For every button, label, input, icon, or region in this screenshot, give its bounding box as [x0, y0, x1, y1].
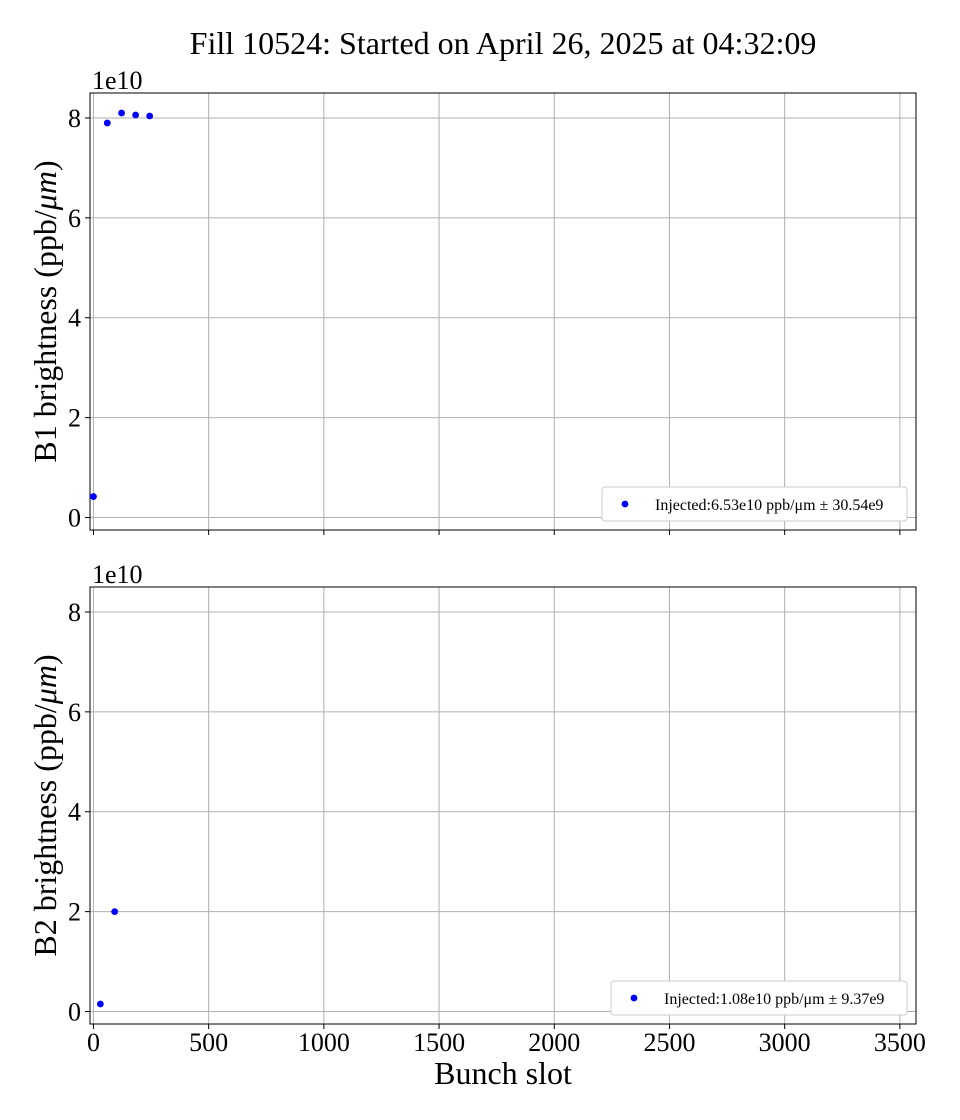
data-point	[118, 109, 125, 117]
y-axis-label-text: B2 brightness (ppb/	[27, 704, 63, 957]
y-axis-label-unit: μm	[27, 171, 63, 211]
x-tick-label: 3000	[759, 1028, 811, 1057]
y-tick-label: 2	[68, 898, 81, 927]
x-tick-label: 3500	[874, 1028, 926, 1057]
legend-marker	[630, 994, 638, 1002]
y-tick-label: 8	[68, 104, 81, 133]
x-tick-label: 1000	[298, 1028, 350, 1057]
data-point	[103, 119, 111, 127]
y-tick-label: 8	[68, 598, 81, 627]
y-axis-label-unit: μm	[27, 665, 63, 705]
y-tick-label: 0	[68, 998, 81, 1027]
y-tick-label: 6	[68, 698, 81, 727]
data-point	[146, 112, 154, 120]
x-tick-label: 0	[87, 1028, 100, 1057]
plot-frame	[89, 586, 917, 1025]
legend-marker	[621, 500, 629, 508]
y-tick-label: 4	[68, 798, 81, 827]
y-axis-label: B2 brightness (ppb/μm)	[27, 654, 63, 956]
chart-panel-1: 0 2 4 6 8 1e10 B1 brightness (ppb/μm) Injected:…	[27, 66, 917, 535]
legend-label: Injected:6.53e10 ppb/μm ± 30.54e9	[655, 497, 883, 514]
y-tick-label: 2	[68, 404, 81, 433]
y-axis-label-close: )	[27, 654, 63, 665]
legend-box	[610, 980, 908, 1016]
data-point	[111, 908, 119, 916]
y-axis-label-close: )	[27, 160, 63, 171]
data-point	[96, 1000, 104, 1008]
plot-frame	[89, 92, 917, 531]
x-tick-label: 1500	[413, 1028, 465, 1057]
y-offset-label: 1e10	[92, 66, 143, 95]
x-tick-label: 2000	[528, 1028, 580, 1057]
legend-label: Injected:1.08e10 ppb/μm ± 9.37e9	[664, 991, 884, 1008]
data-point	[132, 111, 140, 119]
chart-title: Fill 10524: Started on April 26, 2025 at…	[190, 25, 817, 61]
y-tick-label: 4	[68, 304, 81, 333]
y-offset-label: 1e10	[92, 560, 143, 589]
data-point	[90, 493, 97, 500]
y-axis-label: B1 brightness (ppb/μm)	[27, 160, 63, 462]
legend-box	[601, 486, 908, 522]
y-tick-label: 0	[68, 504, 81, 533]
y-axis-label-text: B1 brightness (ppb/	[27, 210, 63, 463]
chart-panel-2: 0 500 1000 1500 2000 2500 3000 3500 0 2 4 6 8 1e10 B2 …	[27, 560, 926, 1057]
x-axis-label: Bunch slot	[434, 1055, 572, 1091]
x-tick-label: 500	[189, 1028, 228, 1057]
y-tick-label: 6	[68, 204, 81, 233]
x-tick-label: 2500	[643, 1028, 695, 1057]
